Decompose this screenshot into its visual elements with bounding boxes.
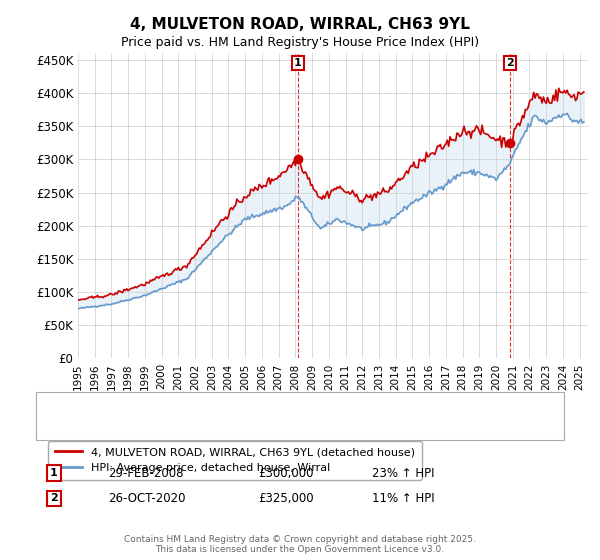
Text: £325,000: £325,000 xyxy=(258,492,314,505)
Text: 2: 2 xyxy=(506,58,514,68)
Text: 1: 1 xyxy=(50,468,58,478)
Text: 2: 2 xyxy=(50,493,58,503)
Text: 23% ↑ HPI: 23% ↑ HPI xyxy=(372,466,434,480)
Text: £300,000: £300,000 xyxy=(258,466,314,480)
Text: 26-OCT-2020: 26-OCT-2020 xyxy=(108,492,185,505)
Text: 1: 1 xyxy=(294,58,302,68)
Legend: 4, MULVETON ROAD, WIRRAL, CH63 9YL (detached house), HPI: Average price, detache: 4, MULVETON ROAD, WIRRAL, CH63 9YL (deta… xyxy=(48,441,422,479)
Text: 4, MULVETON ROAD, WIRRAL, CH63 9YL: 4, MULVETON ROAD, WIRRAL, CH63 9YL xyxy=(130,17,470,32)
Text: Contains HM Land Registry data © Crown copyright and database right 2025.
This d: Contains HM Land Registry data © Crown c… xyxy=(124,535,476,554)
Text: 11% ↑ HPI: 11% ↑ HPI xyxy=(372,492,434,505)
Text: 29-FEB-2008: 29-FEB-2008 xyxy=(108,466,184,480)
Text: Price paid vs. HM Land Registry's House Price Index (HPI): Price paid vs. HM Land Registry's House … xyxy=(121,36,479,49)
